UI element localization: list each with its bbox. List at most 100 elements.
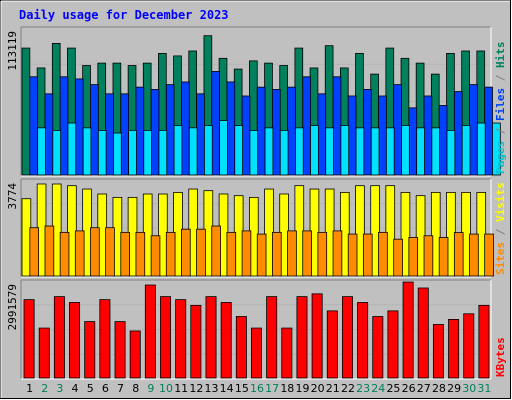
bar-files: [241, 95, 251, 176]
day-label-10: 10: [159, 382, 173, 395]
bar-kbytes: [417, 287, 429, 379]
bar-sites: [256, 233, 267, 277]
bar-files: [362, 89, 372, 176]
series-label-visits: Visits: [494, 182, 507, 228]
bar-kbytes: [341, 296, 353, 379]
bar-sites: [423, 235, 434, 277]
bar-kbytes: [478, 304, 490, 379]
bar-pages: [67, 122, 77, 176]
bar-files: [453, 91, 463, 176]
bar-pages: [325, 127, 334, 176]
day-label-24: 24: [371, 382, 385, 395]
bar-sites: [393, 238, 403, 277]
bar-pages: [37, 127, 46, 176]
day-label-19: 19: [295, 382, 309, 395]
day-label-15: 15: [235, 382, 249, 395]
bar-kbytes: [84, 321, 96, 379]
bar-sites: [150, 235, 161, 277]
series-label-kbytes: KBytes: [494, 337, 507, 377]
bar-kbytes: [326, 310, 338, 379]
bar-pages: [446, 129, 456, 176]
bar-visits: [385, 185, 396, 277]
bar-pages: [264, 127, 274, 176]
bar-sites: [469, 233, 479, 277]
day-label-27: 27: [417, 382, 431, 395]
bar-files: [226, 81, 236, 176]
bar-pages: [294, 127, 304, 176]
bar-files: [347, 95, 357, 176]
bar-files: [317, 93, 327, 176]
series-visits: [21, 183, 487, 277]
bar-sites: [287, 230, 297, 277]
day-label-31: 31: [477, 382, 491, 395]
panel-max-label: 2991579: [6, 284, 19, 330]
bar-kbytes: [23, 299, 35, 379]
series-label-sites: Sites: [494, 242, 507, 275]
bar-kbytes: [129, 330, 141, 379]
bar-pages: [476, 122, 486, 176]
series-label-separator: /: [494, 74, 507, 88]
bar-sites: [135, 231, 146, 277]
bar-files: [272, 89, 281, 176]
bar-hits: [21, 47, 31, 176]
day-label-28: 28: [432, 382, 446, 395]
bar-sites: [241, 230, 252, 277]
bar-sites: [44, 225, 55, 277]
day-label-5: 5: [87, 382, 94, 395]
bar-files: [74, 78, 84, 176]
bar-sites: [332, 230, 343, 277]
bar-kbytes: [357, 302, 369, 379]
bar-pages: [234, 125, 243, 176]
panel-max-label: 3774: [6, 183, 19, 210]
bar-kbytes: [402, 281, 414, 379]
bar-kbytes: [266, 296, 278, 379]
day-label-14: 14: [220, 382, 234, 395]
day-label-2: 2: [41, 382, 48, 395]
bar-pages: [416, 127, 425, 176]
bar-files: [29, 76, 39, 176]
bar-pages: [492, 122, 501, 176]
day-label-21: 21: [326, 382, 340, 395]
bar-sites: [317, 231, 328, 277]
bar-sites: [408, 237, 419, 277]
bar-pages: [461, 125, 471, 176]
bar-kbytes: [160, 296, 172, 379]
bar-files: [59, 76, 69, 176]
day-label-26: 26: [402, 382, 416, 395]
bar-files: [44, 93, 54, 176]
bar-files: [120, 93, 130, 176]
bar-kbytes: [372, 316, 384, 379]
series-label-separator: /: [494, 228, 507, 242]
bar-pages: [82, 127, 92, 176]
day-label-11: 11: [174, 382, 188, 395]
bar-files: [165, 84, 175, 176]
bar-kbytes: [251, 327, 262, 379]
bar-sites: [29, 227, 40, 277]
bar-pages: [204, 125, 213, 176]
bar-files: [181, 81, 190, 176]
panel-kbytes: 2991579 KBytes: [6, 279, 507, 380]
bar-pages: [173, 125, 183, 176]
day-label-3: 3: [56, 382, 63, 395]
day-label-9: 9: [147, 382, 154, 395]
bar-pages: [97, 129, 107, 176]
bar-files: [105, 93, 114, 176]
bar-pages: [279, 129, 289, 176]
bar-sites: [302, 230, 312, 277]
day-label-6: 6: [102, 382, 109, 395]
day-label-22: 22: [341, 382, 355, 395]
bar-pages: [143, 129, 153, 176]
bar-sites: [453, 232, 464, 277]
bar-pages: [370, 127, 380, 176]
series-label-files: Files: [494, 88, 507, 128]
series-pages: [37, 120, 501, 176]
bar-pages: [113, 132, 122, 176]
panel-max-label: 113119: [6, 31, 19, 71]
bar-sites: [74, 230, 85, 277]
panel-visits-sites: 3774 Sites / Visits: [6, 178, 507, 278]
bar-kbytes: [190, 304, 202, 379]
bar-pages: [310, 125, 319, 176]
bar-kbytes: [144, 284, 156, 379]
bar-files: [196, 93, 205, 176]
bar-visits: [370, 185, 380, 277]
